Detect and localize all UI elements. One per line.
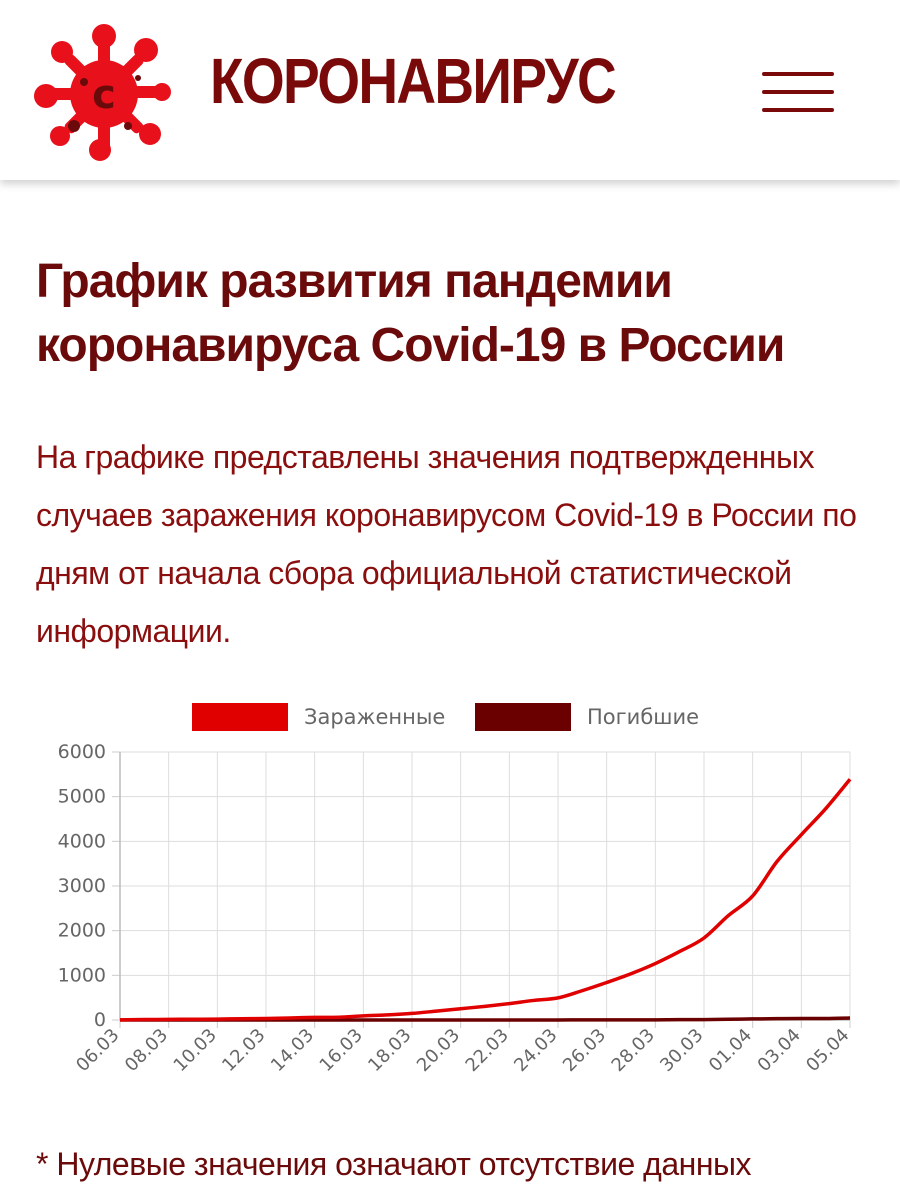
x-tick-label: 01.04 [705,1025,756,1076]
site-brand[interactable]: КОРОНАВИРУС [210,45,617,117]
y-tick-label: 2000 [58,920,106,942]
x-tick-label: 16.03 [316,1025,367,1076]
y-tick-label: 4000 [58,830,106,852]
covid-line-chart: 0 1000 2000 3000 4000 5000 6000 06.0308.0310.03… [58,703,854,1076]
site-header: c КОРОНАВИРУС [0,0,900,180]
hamburger-menu-icon[interactable] [762,70,834,116]
legend-swatch-infected [192,703,288,731]
y-tick-label: 5000 [58,786,106,808]
x-tick-label: 20.03 [413,1025,464,1076]
x-tick-label: 05.04 [802,1025,853,1076]
x-tick-label: 26.03 [559,1025,610,1076]
y-tick-label: 3000 [58,875,106,897]
x-tick-label: 18.03 [364,1025,415,1076]
x-tick-label: 06.03 [72,1025,123,1076]
menu-line [762,90,834,94]
intro-paragraph: На графике представлены значения подтвер… [36,439,857,649]
x-tick-label: 22.03 [462,1025,513,1076]
page-title: График развития пандемии коронавируса Co… [36,255,785,372]
menu-line [762,108,834,112]
series-line-infected [119,778,852,1022]
menu-line [762,72,834,76]
x-tick-label: 30.03 [656,1025,707,1076]
y-tick-label: 0 [94,1009,106,1031]
x-tick-label: 08.03 [121,1025,172,1076]
legend-label-infected: Зараженные [304,705,445,729]
legend-label-deaths: Погибшие [587,705,699,729]
x-tick-label: 03.04 [754,1025,805,1076]
footnote: * Нулевые значения означают отсутствие д… [36,1146,751,1182]
x-tick-label: 28.03 [608,1025,659,1076]
x-tick-label: 24.03 [510,1025,561,1076]
x-tick-label: 12.03 [218,1025,269,1076]
y-tick-label: 6000 [58,741,106,763]
x-tick-label: 14.03 [267,1025,318,1076]
logo-letter: c [92,72,116,118]
legend-swatch-deaths [475,703,571,731]
virus-icon[interactable]: c [34,22,174,162]
y-tick-label: 1000 [58,964,106,986]
x-tick-label: 10.03 [170,1025,221,1076]
